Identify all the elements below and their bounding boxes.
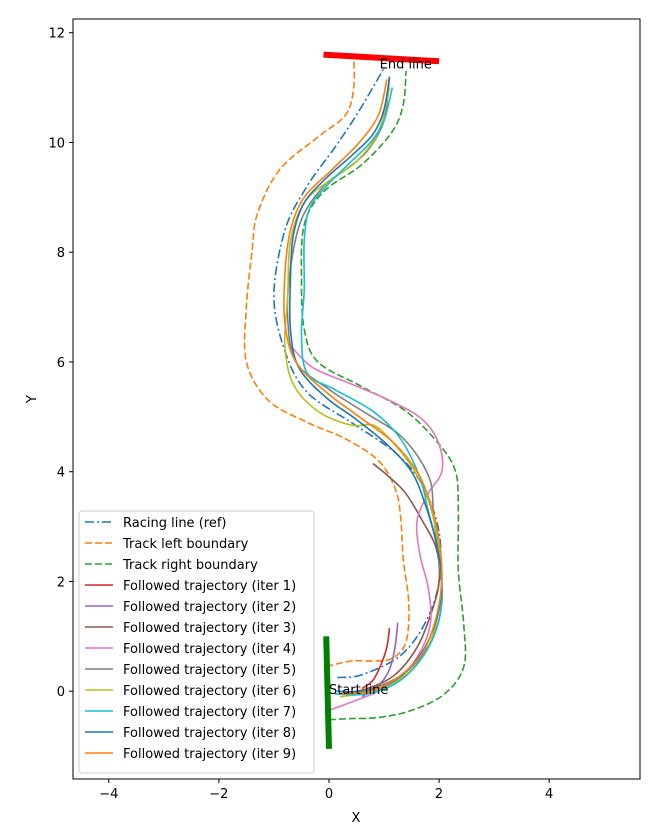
legend-label: Track left boundary [122, 537, 249, 552]
y-tick-label: 8 [57, 246, 65, 261]
start-line-label: Start line [329, 683, 388, 698]
legend-label: Followed trajectory (iter 6) [123, 684, 296, 699]
x-tick-label: 2 [435, 787, 443, 802]
y-tick-label: 0 [57, 685, 65, 700]
x-axis-label: X [352, 811, 361, 826]
y-tick-label: 2 [57, 575, 65, 590]
plot-area [243, 51, 467, 749]
end-line-marker [323, 51, 440, 65]
end-line-label: End line [380, 57, 432, 72]
series-line-2 [243, 54, 410, 668]
series-line-4 [361, 628, 391, 690]
legend-label: Followed trajectory (iter 5) [123, 663, 296, 678]
legend-label: Followed trajectory (iter 9) [123, 747, 296, 762]
y-tick-label: 6 [57, 356, 65, 371]
axes-frame [72, 18, 641, 780]
y-tick-label: 12 [48, 27, 65, 42]
series-line-3 [300, 71, 467, 721]
series-line-12 [283, 79, 443, 695]
start-line-marker [323, 636, 332, 749]
series-line-1 [273, 67, 442, 679]
legend-label: Followed trajectory (iter 7) [123, 705, 296, 720]
x-tick-label: −2 [209, 787, 228, 802]
legend-label: Followed trajectory (iter 4) [123, 642, 296, 657]
y-axis-label: Y [25, 395, 40, 404]
legend-label: Followed trajectory (iter 8) [123, 726, 296, 741]
x-tick-label: 0 [325, 787, 333, 802]
legend-label: Followed trajectory (iter 3) [123, 621, 296, 636]
legend: Racing line (ref) Track left boundary Trac… [78, 510, 315, 774]
legend-box [78, 510, 315, 774]
legend-label: Followed trajectory (iter 2) [123, 600, 296, 615]
legend-label: Track right boundary [122, 558, 258, 573]
y-tick-label: 10 [48, 136, 65, 151]
x-tick-label: −4 [99, 787, 118, 802]
legend-label: Racing line (ref) [123, 516, 226, 531]
y-tick-label: 4 [57, 466, 65, 481]
x-tick-label: 4 [545, 787, 553, 802]
axis-ticks: −4 −2 0 2 4 0 2 4 6 8 10 12 [48, 27, 553, 802]
series-line-10 [300, 87, 443, 696]
legend-label: Followed trajectory (iter 1) [123, 579, 296, 594]
series-line-6 [339, 462, 441, 695]
